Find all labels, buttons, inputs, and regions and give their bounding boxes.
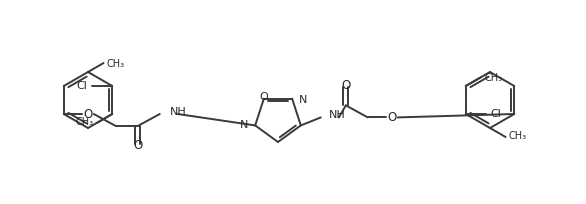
Text: O: O: [133, 139, 142, 152]
Text: O: O: [387, 111, 397, 124]
Text: O: O: [341, 79, 350, 92]
Text: O: O: [83, 108, 93, 121]
Text: N: N: [240, 120, 248, 130]
Text: N: N: [299, 95, 308, 105]
Text: Cl: Cl: [490, 109, 501, 119]
Text: O: O: [260, 92, 268, 102]
Text: CH₃: CH₃: [107, 59, 125, 69]
Text: CH₃: CH₃: [485, 73, 502, 83]
Text: NH: NH: [170, 107, 186, 117]
Text: NH: NH: [329, 110, 346, 120]
Text: Cl: Cl: [77, 81, 88, 91]
Text: CH₃: CH₃: [76, 117, 94, 127]
Text: CH₃: CH₃: [509, 131, 527, 141]
